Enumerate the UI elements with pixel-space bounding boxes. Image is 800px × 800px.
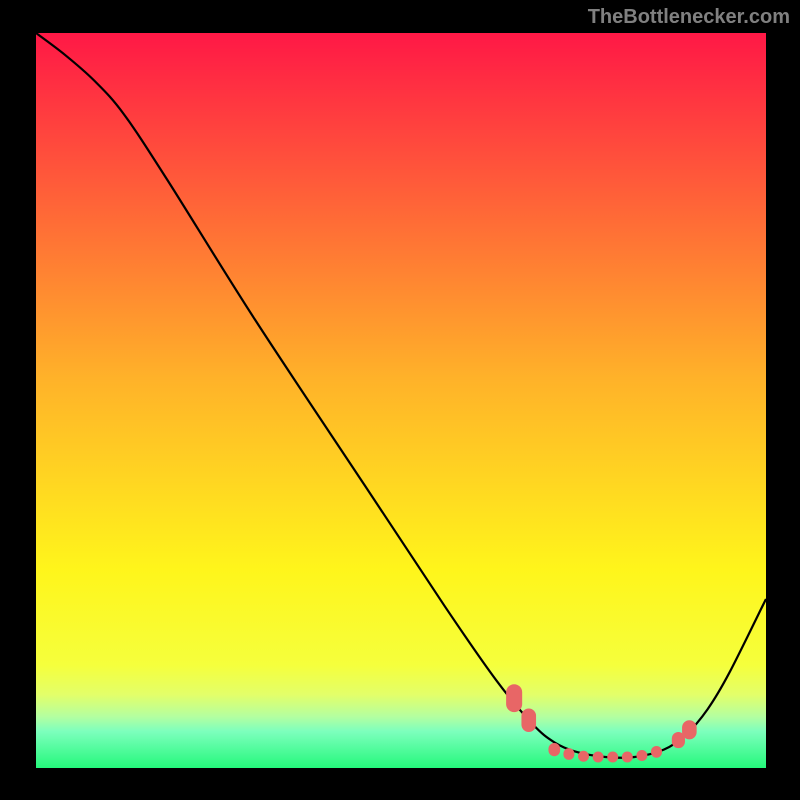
curve-marker	[607, 751, 618, 762]
curve-marker	[622, 751, 633, 762]
curve-marker	[636, 750, 647, 761]
curve-marker	[651, 746, 662, 758]
curve-marker	[563, 748, 574, 760]
curve-marker	[593, 751, 604, 762]
watermark-text: TheBottlenecker.com	[588, 6, 790, 29]
curve-markers	[506, 684, 697, 762]
curve-marker	[548, 743, 560, 756]
chart-container: TheBottlenecker.com	[0, 0, 800, 800]
curve-marker	[506, 684, 522, 712]
curve-marker	[521, 708, 536, 732]
curve-marker	[682, 720, 697, 739]
chart-svg-overlay	[0, 0, 800, 800]
bottleneck-curve	[36, 33, 766, 758]
curve-marker	[578, 751, 589, 762]
